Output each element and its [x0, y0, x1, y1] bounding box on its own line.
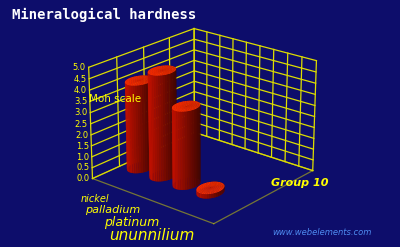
Text: Mineralogical hardness: Mineralogical hardness — [12, 7, 196, 21]
Text: www.webelements.com: www.webelements.com — [272, 228, 371, 237]
